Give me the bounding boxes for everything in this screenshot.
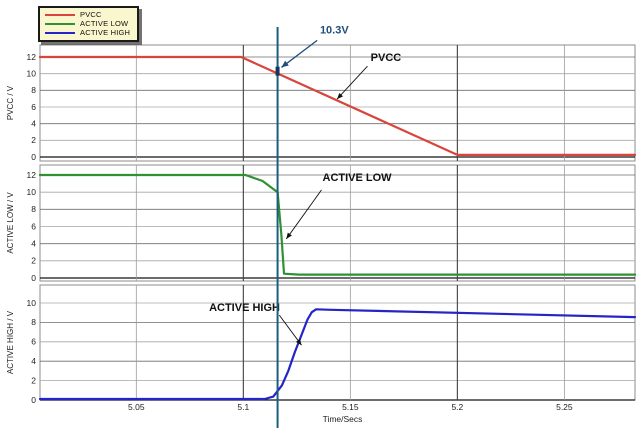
y-tick-label: 10 — [27, 68, 37, 78]
cursor-intersection-marker — [275, 66, 280, 76]
trace-pvcc — [38, 55, 637, 156]
y-tick-label: 12 — [27, 52, 37, 62]
y-tick-label: 2 — [31, 135, 36, 145]
legend-label-active-low: ACTIVE LOW — [80, 19, 129, 28]
y-axis-title: PVCC / V — [6, 85, 15, 120]
y-tick-label: 4 — [31, 118, 36, 128]
legend-swatch-pvcc — [45, 13, 75, 16]
y-tick-label: 0 — [31, 273, 36, 283]
annotation-arrow-line — [285, 189, 322, 240]
legend-swatch-active-high — [45, 31, 75, 34]
plot-frame — [39, 284, 636, 401]
y-tick-label: 2 — [31, 375, 36, 385]
y-tick-label: 12 — [27, 170, 37, 180]
y-tick-label: 6 — [31, 337, 36, 347]
y-tick-label: 6 — [31, 221, 36, 231]
trace-active-low — [38, 173, 637, 276]
plot-frame — [39, 164, 636, 282]
y-axis-title: ACTIVE HIGH / V — [6, 310, 15, 374]
legend-item-active-low: ACTIVE LOW — [45, 19, 130, 28]
annotation-arrow-head — [286, 232, 292, 239]
y-tick-label: 0 — [31, 395, 36, 405]
annotation-active-low: ACTIVE LOW — [323, 172, 393, 184]
annotation-pvcc: PVCC — [371, 52, 402, 64]
y-tick-label: 8 — [31, 317, 36, 327]
annotation-arrow-head — [281, 60, 289, 68]
legend-item-active-high: ACTIVE HIGH — [45, 28, 130, 37]
cursor-value-label: 10.3V — [320, 24, 349, 36]
annotation-arrow-line — [278, 314, 302, 346]
legend-swatch-active-low — [45, 22, 75, 25]
annotation-active-high: ACTIVE HIGH — [209, 302, 280, 314]
y-tick-label: 2 — [31, 256, 36, 266]
x-tick-label: 5.15 — [342, 402, 359, 412]
x-tick-label: 5.05 — [128, 402, 145, 412]
y-tick-label: 10 — [27, 187, 37, 197]
y-axis-title: ACTIVE LOW / V — [6, 192, 15, 254]
legend-label-active-high: ACTIVE HIGH — [80, 28, 131, 37]
x-tick-label: 5.2 — [451, 402, 463, 412]
x-tick-label: 5.1 — [237, 402, 249, 412]
y-tick-label: 8 — [31, 85, 36, 95]
annotation-arrow-head — [337, 93, 343, 100]
annotation-arrow-line — [336, 65, 368, 100]
y-tick-label: 4 — [31, 356, 36, 366]
annotation-arrow-head — [295, 338, 302, 346]
y-tick-label: 8 — [31, 204, 36, 214]
x-tick-label: 5.25 — [556, 402, 573, 412]
x-axis-title: Time/Secs — [323, 414, 363, 424]
legend-item-pvcc: PVCC — [45, 10, 130, 19]
y-tick-label: 0 — [31, 152, 36, 162]
y-tick-label: 10 — [27, 298, 37, 308]
trace-active-high — [38, 308, 637, 401]
plot-frame — [39, 44, 636, 162]
y-tick-label: 6 — [31, 102, 36, 112]
annotation-arrow-line — [281, 39, 318, 68]
legend-label-pvcc: PVCC — [80, 10, 102, 19]
legend[interactable]: PVCC ACTIVE LOW ACTIVE HIGH — [38, 6, 140, 42]
y-tick-label: 4 — [31, 238, 36, 248]
